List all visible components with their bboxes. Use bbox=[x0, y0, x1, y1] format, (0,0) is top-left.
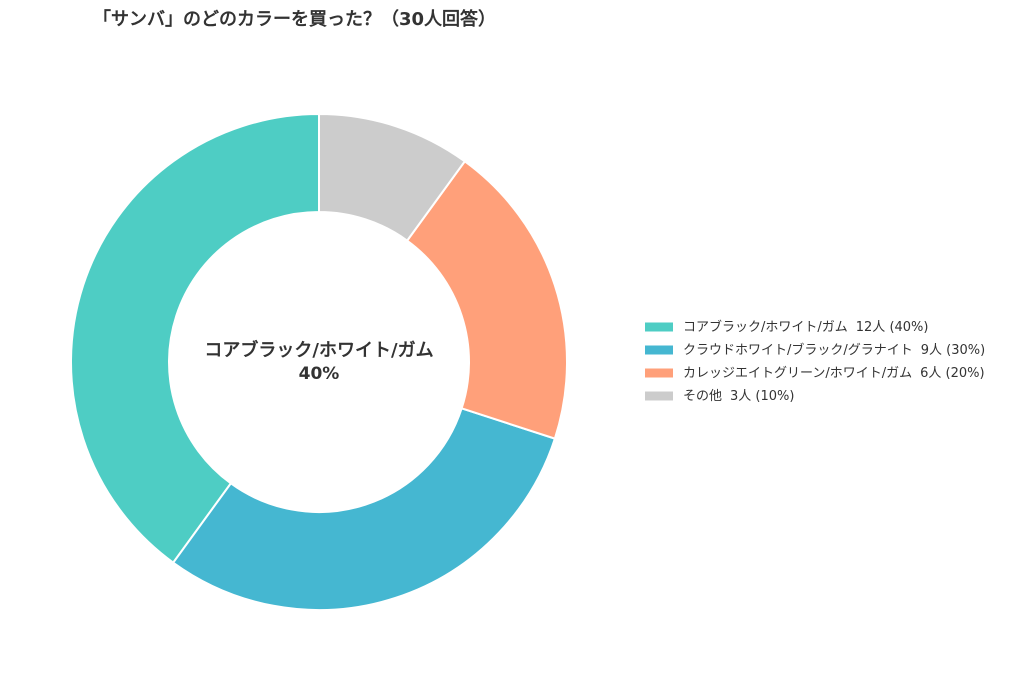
legend-value: 9人 (30%) bbox=[921, 343, 985, 358]
legend-category: クラウドホワイト/ブラック/グラナイト bbox=[683, 342, 913, 358]
legend-label: その他 3人 (10%) bbox=[683, 389, 794, 404]
legend-label: コアブラック/ホワイト/ガム 12人 (40%) bbox=[683, 319, 928, 335]
legend-label: クラウドホワイト/ブラック/グラナイト 9人 (30%) bbox=[683, 342, 985, 358]
legend-swatch bbox=[645, 322, 673, 332]
chart-title: 「サンバ」のどのカラーを買った？（30人回答） bbox=[93, 8, 496, 30]
center-value: 40% bbox=[299, 364, 340, 384]
legend-swatch bbox=[645, 391, 673, 401]
donut-slice bbox=[405, 159, 568, 440]
legend-category: その他 bbox=[683, 389, 722, 404]
legend-category: コアブラック/ホワイト/ガム bbox=[683, 319, 848, 335]
legend-value: 6人 (20%) bbox=[920, 366, 984, 381]
center-category: コアブラック/ホワイト/ガム bbox=[204, 339, 433, 361]
legend-swatch bbox=[645, 345, 673, 355]
donut-slice bbox=[171, 407, 557, 611]
donut-slice bbox=[70, 112, 320, 565]
legend-value: 12人 (40%) bbox=[856, 320, 929, 335]
legend-label: カレッジエイトグリーン/ホワイト/ガム 6人 (20%) bbox=[683, 366, 985, 381]
donut-slice bbox=[318, 112, 467, 243]
legend-value: 3人 (10%) bbox=[730, 389, 794, 404]
legend-category: カレッジエイトグリーン/ホワイト/ガム bbox=[683, 366, 912, 381]
legend-swatch bbox=[645, 368, 673, 378]
